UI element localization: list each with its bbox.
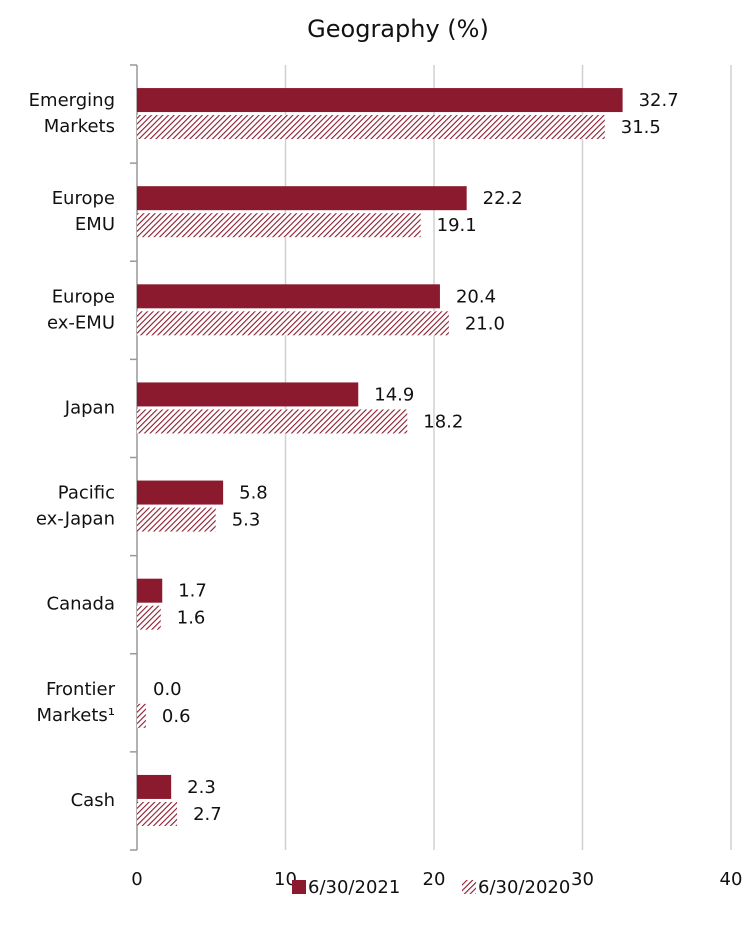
legend-swatch: [462, 880, 476, 894]
bar: [137, 480, 224, 505]
y-tick-label: Europe EMU: [52, 188, 115, 235]
x-tick-label: 10: [274, 869, 297, 890]
bar: [137, 284, 440, 309]
value-label: 5.3: [232, 510, 261, 531]
value-label: 18.2: [423, 411, 463, 432]
value-label: 0.6: [162, 706, 191, 727]
value-label: 0.0: [153, 679, 182, 700]
value-label: 2.7: [193, 804, 222, 825]
bar: [137, 382, 359, 407]
bar: [137, 409, 408, 434]
x-tick-label: 40: [720, 869, 743, 890]
value-label: 1.6: [177, 608, 206, 629]
legend-label: 6/30/2020: [478, 877, 570, 898]
bar: [137, 578, 163, 603]
x-tick-label: 0: [131, 869, 142, 890]
y-tick-label: Cash: [71, 790, 115, 811]
x-tick-label: 30: [571, 869, 594, 890]
value-label: 1.7: [178, 581, 207, 602]
chart-title: Geography (%): [307, 15, 489, 43]
value-label: 14.9: [374, 384, 414, 405]
bar: [137, 186, 467, 211]
value-label: 32.7: [639, 90, 679, 111]
legend-label: 6/30/2021: [308, 877, 400, 898]
bar: [137, 213, 421, 238]
bar: [137, 115, 605, 140]
value-label: 21.0: [465, 313, 505, 334]
value-label: 20.4: [456, 286, 496, 307]
bar: [137, 311, 449, 336]
value-label: 19.1: [437, 215, 477, 236]
value-label: 22.2: [483, 188, 523, 209]
bar: [137, 605, 161, 630]
legend-swatch: [292, 880, 306, 894]
y-tick-label: Pacific ex-Japan: [36, 483, 115, 530]
value-label: 5.8: [239, 483, 268, 504]
bar: [137, 801, 178, 826]
x-tick-label: 20: [423, 869, 446, 890]
y-tick-label: Emerging Markets: [29, 90, 115, 137]
y-tick-label: Japan: [64, 397, 115, 418]
value-label: 31.5: [621, 117, 661, 138]
value-label: 2.3: [187, 777, 216, 798]
bar: [137, 703, 146, 728]
y-tick-label: Canada: [47, 594, 116, 615]
bar: [137, 774, 172, 799]
y-tick-label: Europe ex-EMU: [47, 286, 115, 333]
bar: [137, 88, 623, 113]
bar: [137, 507, 216, 532]
y-tick-label: Frontier Markets¹: [37, 679, 116, 726]
